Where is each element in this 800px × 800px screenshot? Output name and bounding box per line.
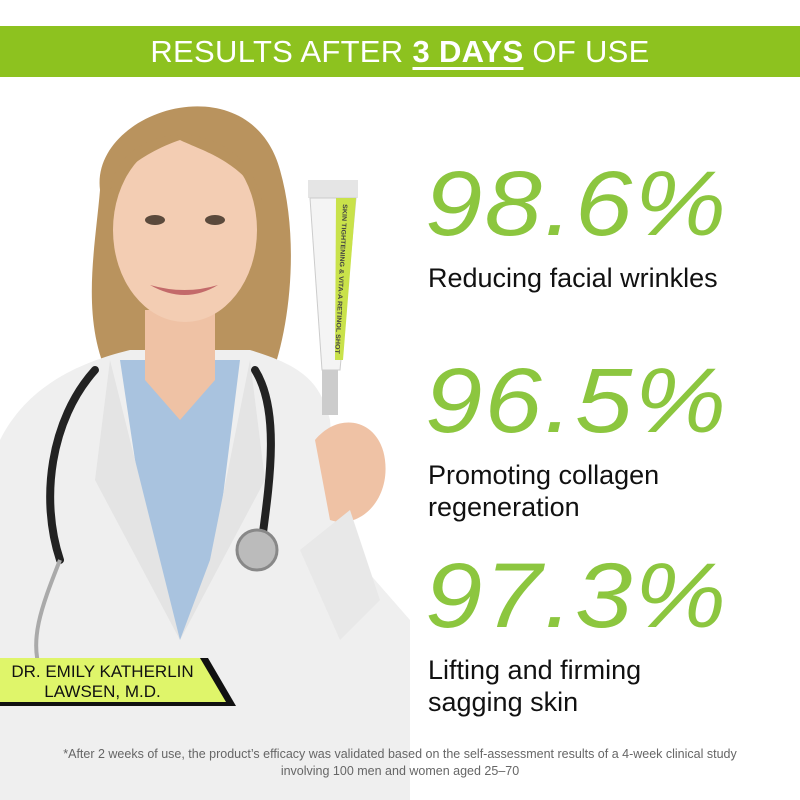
- stat-collagen: 96.5% Promoting collagen regeneration: [425, 355, 728, 523]
- name-badge-shape: [0, 658, 236, 706]
- stat-lifting: 97.3% Lifting and firming sagging skin: [425, 550, 728, 718]
- face: [113, 138, 257, 322]
- banner-suffix: OF USE: [532, 33, 650, 69]
- hand: [315, 422, 386, 522]
- stat-value: 97.3%: [425, 545, 729, 647]
- smile: [150, 285, 218, 295]
- doctor-illustration: SKIN TIGHTENING & VITA-A RETINOL SHOT: [0, 106, 410, 800]
- doctor-name-line2: LAWSEN, M.D.: [44, 682, 161, 701]
- badge-fill: [0, 658, 226, 702]
- footnote: *After 2 weeks of use, the product’s eff…: [0, 746, 800, 780]
- doctor-name: DR. EMILY KATHERLIN LAWSEN, M.D.: [0, 662, 205, 702]
- stat-value: 98.6%: [425, 153, 729, 255]
- neck: [145, 310, 215, 420]
- tube-label-stripe: [335, 198, 356, 360]
- left-lapel: [95, 360, 180, 640]
- stat-label: Lifting and firming sagging skin: [428, 655, 642, 717]
- stethoscope-chestpiece: [235, 528, 279, 572]
- footnote-line1: *After 2 weeks of use, the product’s eff…: [63, 747, 737, 761]
- doctor-name-line1: DR. EMILY KATHERLIN: [11, 662, 194, 681]
- stat-wrinkles: 98.6% Reducing facial wrinkles: [425, 158, 728, 294]
- right-eye: [205, 215, 225, 225]
- hair-fringe: [110, 135, 262, 200]
- left-eye: [145, 215, 165, 225]
- banner-prefix: RESULTS AFTER: [150, 33, 404, 69]
- tube-nozzle: [322, 370, 338, 415]
- stat-label: Promoting collagen regeneration: [428, 460, 660, 522]
- right-lapel: [180, 360, 265, 640]
- results-banner: RESULTS AFTER 3 DAYS OF USE: [0, 26, 800, 77]
- stat-label: Reducing facial wrinkles: [428, 263, 718, 293]
- tube-cap-end: [308, 180, 358, 198]
- banner-highlight: 3 DAYS: [412, 33, 524, 69]
- stat-value: 96.5%: [425, 350, 729, 452]
- sleeve: [300, 510, 380, 640]
- footnote-line2: involving 100 men and women aged 25–70: [280, 764, 520, 778]
- product-tube: SKIN TIGHTENING & VITA-A RETINOL SHOT: [308, 180, 358, 415]
- stethoscope: [46, 366, 275, 564]
